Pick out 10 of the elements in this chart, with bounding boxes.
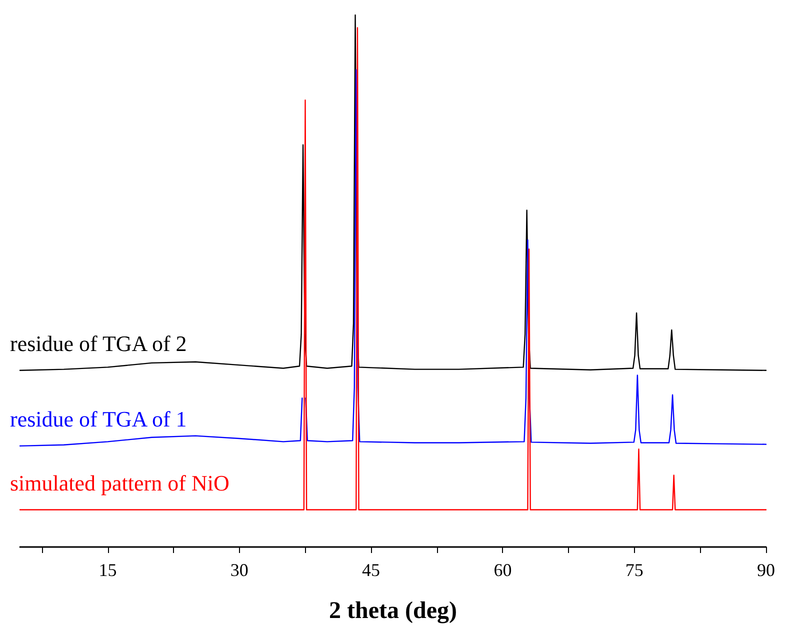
x-tick-label: 90 [757,560,775,580]
series-label: residue of TGA of 1 [10,406,187,432]
x-tick-label: 30 [230,560,248,580]
series-label: residue of TGA of 2 [10,330,187,356]
x-tick-label: 45 [362,560,380,580]
x-axis-title: 2 theta (deg) [329,598,457,624]
series-label: simulated pattern of NiO [10,470,230,496]
x-tick-label: 60 [494,560,512,580]
x-tick-label: 15 [98,560,117,580]
x-tick-label: 75 [625,560,644,580]
